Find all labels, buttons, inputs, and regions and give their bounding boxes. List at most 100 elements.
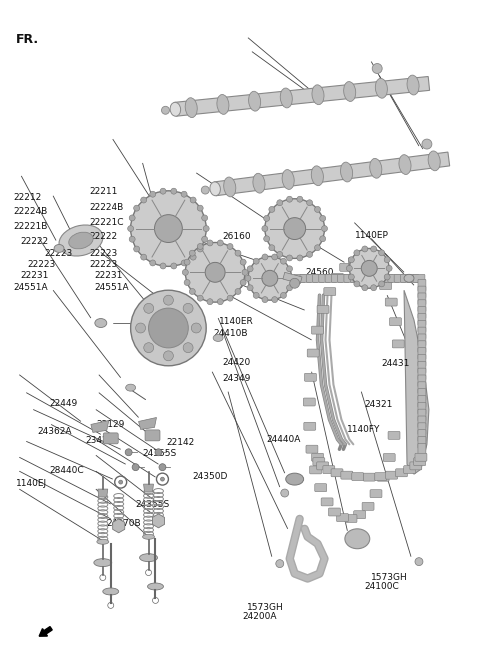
FancyBboxPatch shape (373, 269, 385, 277)
Text: 24355S: 24355S (135, 500, 169, 508)
Circle shape (322, 226, 327, 232)
Circle shape (272, 254, 277, 260)
FancyBboxPatch shape (418, 320, 426, 332)
Text: 22142: 22142 (166, 438, 194, 447)
FancyBboxPatch shape (303, 398, 315, 406)
Circle shape (181, 260, 187, 266)
Text: 22223: 22223 (44, 249, 72, 258)
Text: 22222: 22222 (90, 232, 118, 241)
Circle shape (197, 246, 203, 252)
Ellipse shape (370, 158, 382, 178)
Circle shape (144, 303, 154, 314)
Text: 1573GH: 1573GH (371, 573, 408, 582)
FancyBboxPatch shape (418, 396, 426, 407)
Circle shape (197, 243, 203, 249)
Circle shape (386, 266, 392, 272)
FancyBboxPatch shape (418, 327, 426, 339)
FancyBboxPatch shape (418, 443, 426, 455)
Circle shape (227, 243, 233, 249)
FancyBboxPatch shape (325, 274, 337, 282)
Text: 24440A: 24440A (266, 435, 300, 444)
FancyBboxPatch shape (418, 306, 426, 319)
Circle shape (184, 279, 190, 285)
Circle shape (379, 250, 384, 256)
Circle shape (203, 226, 209, 232)
Ellipse shape (95, 319, 107, 327)
Ellipse shape (340, 162, 353, 182)
Circle shape (155, 215, 182, 243)
Text: 24551A: 24551A (13, 283, 48, 292)
Text: 1573GH: 1573GH (247, 603, 284, 611)
Circle shape (155, 449, 162, 456)
Text: 22224B: 22224B (13, 207, 48, 216)
Text: 22129: 22129 (97, 420, 125, 429)
FancyBboxPatch shape (312, 326, 324, 334)
Circle shape (240, 279, 246, 285)
FancyBboxPatch shape (375, 274, 387, 282)
Text: 22223: 22223 (90, 249, 118, 258)
FancyBboxPatch shape (410, 462, 422, 470)
Circle shape (280, 258, 287, 264)
Ellipse shape (69, 232, 93, 249)
FancyBboxPatch shape (388, 274, 400, 282)
Text: 24200A: 24200A (242, 612, 277, 621)
Circle shape (132, 464, 139, 470)
Ellipse shape (415, 558, 423, 565)
Circle shape (314, 245, 321, 251)
Circle shape (277, 251, 283, 257)
FancyBboxPatch shape (389, 318, 401, 326)
Ellipse shape (147, 583, 164, 590)
Circle shape (183, 303, 193, 314)
Circle shape (185, 243, 245, 302)
Circle shape (240, 259, 246, 265)
Ellipse shape (399, 155, 411, 174)
Circle shape (164, 351, 173, 361)
Text: 22224B: 22224B (90, 203, 124, 212)
FancyBboxPatch shape (304, 422, 316, 430)
Ellipse shape (345, 529, 370, 548)
Circle shape (227, 295, 233, 301)
FancyBboxPatch shape (377, 473, 389, 482)
Circle shape (235, 289, 241, 295)
Ellipse shape (97, 539, 109, 544)
Polygon shape (139, 417, 156, 430)
FancyBboxPatch shape (306, 445, 318, 453)
Circle shape (349, 249, 389, 288)
Text: 26174P: 26174P (209, 283, 243, 292)
Ellipse shape (286, 473, 304, 485)
FancyBboxPatch shape (294, 274, 306, 282)
FancyBboxPatch shape (331, 274, 343, 282)
FancyBboxPatch shape (300, 274, 312, 282)
Circle shape (297, 255, 303, 261)
Circle shape (277, 200, 283, 206)
Text: 24420: 24420 (222, 358, 250, 367)
Text: 22223: 22223 (90, 260, 118, 269)
Polygon shape (144, 484, 154, 492)
FancyBboxPatch shape (328, 508, 340, 516)
FancyBboxPatch shape (407, 274, 419, 282)
Ellipse shape (224, 177, 236, 197)
Ellipse shape (59, 225, 103, 256)
FancyBboxPatch shape (317, 306, 329, 314)
Circle shape (348, 274, 354, 280)
Circle shape (297, 196, 303, 202)
FancyBboxPatch shape (319, 274, 331, 282)
Circle shape (201, 186, 209, 194)
Circle shape (189, 289, 195, 295)
Text: 24355S: 24355S (142, 449, 177, 458)
FancyBboxPatch shape (369, 274, 381, 282)
FancyBboxPatch shape (380, 281, 392, 289)
FancyBboxPatch shape (418, 436, 426, 449)
FancyBboxPatch shape (404, 466, 416, 474)
Circle shape (307, 251, 312, 257)
Ellipse shape (103, 588, 119, 595)
Circle shape (136, 323, 145, 333)
Circle shape (262, 254, 268, 260)
Circle shape (379, 281, 384, 287)
Circle shape (247, 266, 253, 272)
FancyBboxPatch shape (385, 298, 397, 306)
Bar (283, 272, 302, 283)
FancyBboxPatch shape (418, 423, 426, 435)
Circle shape (362, 285, 368, 291)
Circle shape (371, 285, 377, 291)
